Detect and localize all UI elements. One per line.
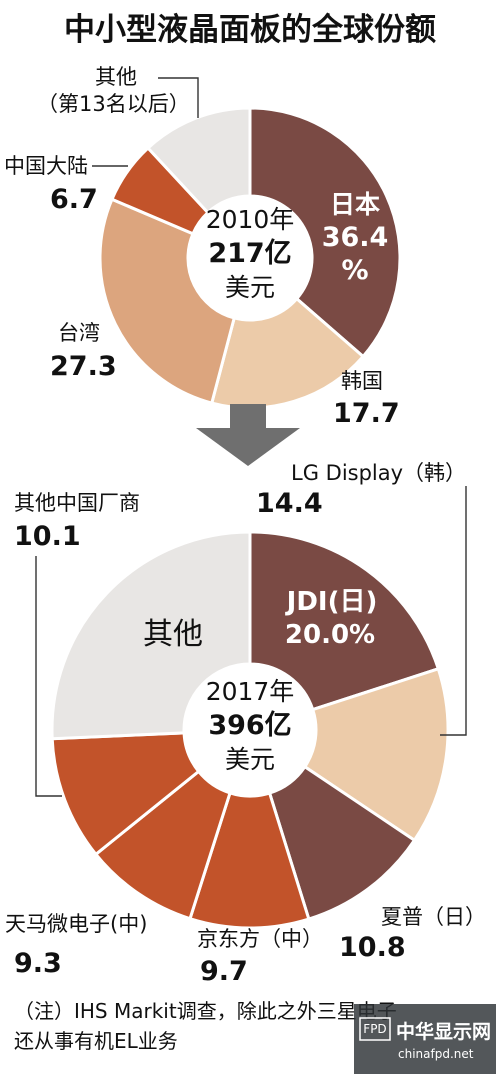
pie1-center-year: 2010年 [206, 205, 295, 234]
pie1-label-korea-value: 17.7 [333, 398, 400, 429]
pie1-center-unit: 美元 [225, 273, 275, 302]
pie2-center-year: 2017年 [206, 677, 295, 706]
watermark-title: 中华显示网 [396, 1020, 491, 1043]
pie1-label-japan-name: 日本 [330, 190, 380, 219]
pie1-center-total: 217亿 [208, 238, 291, 269]
pie2-label-tianma-name: 天马微电子(中) [5, 912, 147, 936]
pie1-leader-other [158, 77, 199, 118]
pie2-label-lg-name: LG Display（韩） [291, 461, 466, 485]
watermark-url: chinafpd.net [398, 1047, 474, 1061]
pie1-label-japan-value: 36.4 [322, 222, 389, 253]
pie2-center-total: 396亿 [208, 710, 291, 741]
pie2-leader-other-china [35, 556, 62, 797]
pie2-center-unit: 美元 [225, 745, 275, 774]
arrow-head [196, 428, 300, 466]
pie2-label-lg-value: 14.4 [256, 488, 323, 519]
pie2-label-boe-name: 京东方（中） [197, 927, 323, 951]
pie2-center-hole [184, 664, 316, 796]
footnote-line-1: （注）IHS Markit调查，除此之外三星电子 [14, 999, 397, 1023]
pie2-label-other-china-name: 其他中国厂商 [14, 491, 140, 515]
pie2-label-jdi-name: JDI(日) [285, 587, 378, 617]
pie2-label-jdi-value: 20.0% [285, 620, 375, 650]
pie1-label-china-value: 6.7 [50, 184, 98, 215]
down-arrow-icon [196, 404, 300, 466]
pie1-label-korea-name: 韩国 [341, 369, 383, 393]
pie1-center-hole [188, 196, 312, 320]
watermark-badge: FPD [363, 1022, 386, 1036]
footnote-line-2: 还从事有机EL业务 [14, 1029, 178, 1053]
pie1-label-taiwan-name: 台湾 [58, 321, 100, 345]
pie1-label-other-name: 其他 [95, 65, 137, 89]
pie-chart-2017 [50, 530, 450, 930]
arrow-shaft [230, 404, 266, 428]
pie2-label-sharp-name: 夏普（日） [381, 905, 486, 929]
pie2-label-other-china-value: 10.1 [14, 521, 81, 552]
pie2-leader-lg [440, 486, 467, 736]
pie-chart-2010 [98, 106, 402, 410]
pie2-label-sharp-value: 10.8 [339, 932, 406, 963]
watermark-logo: FPD 中华显示网 chinafpd.net [354, 1004, 496, 1074]
watermark-background [354, 1004, 496, 1074]
page-title: 中小型液晶面板的全球份额 [64, 12, 436, 48]
pie2-label-boe-value: 9.7 [200, 956, 248, 987]
pie2-label-tianma-value: 9.3 [14, 948, 62, 979]
pie1-label-japan-unit: % [341, 255, 368, 286]
pie1-label-taiwan-value: 27.3 [50, 351, 117, 382]
pie2-label-other-name: 其他 [143, 617, 203, 652]
watermark-badge-box [359, 1017, 391, 1041]
pie1-label-other-note: （第13名以后） [37, 92, 190, 116]
pie1-label-china-name: 中国大陆 [4, 154, 88, 178]
